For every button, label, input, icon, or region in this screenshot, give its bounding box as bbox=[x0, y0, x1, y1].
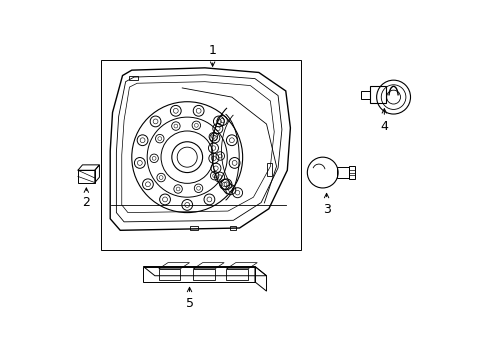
Bar bbox=[194, 269, 215, 280]
Bar bbox=[370, 86, 386, 103]
Bar bbox=[230, 226, 237, 230]
Text: 4: 4 bbox=[380, 120, 388, 133]
Text: 3: 3 bbox=[322, 203, 331, 216]
Bar bbox=[226, 269, 248, 280]
Bar bbox=[267, 163, 272, 176]
Bar bbox=[101, 60, 301, 249]
Text: 5: 5 bbox=[186, 297, 194, 310]
Text: 1: 1 bbox=[209, 44, 217, 57]
Bar bbox=[159, 269, 180, 280]
Bar bbox=[190, 226, 198, 230]
Bar bbox=[129, 76, 138, 80]
Bar bbox=[361, 91, 370, 99]
Text: 2: 2 bbox=[82, 197, 90, 210]
Bar bbox=[78, 170, 95, 183]
